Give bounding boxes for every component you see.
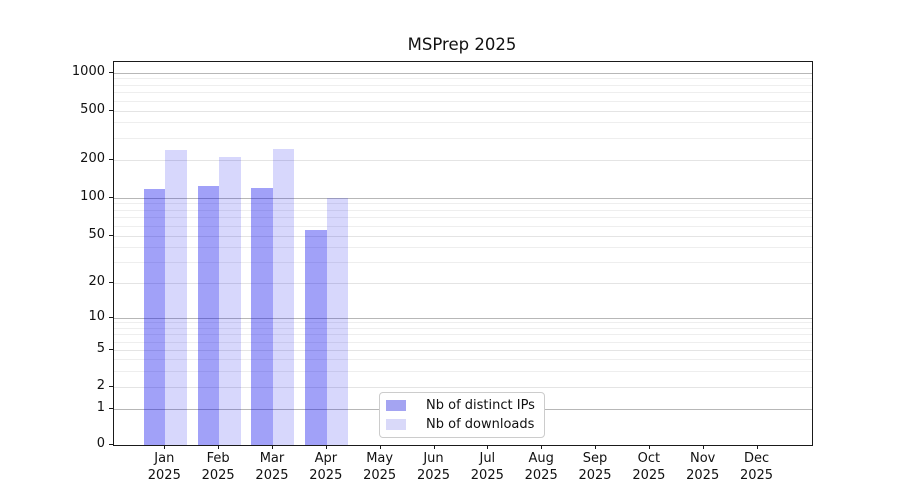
gridline-minor: [114, 334, 812, 336]
bar-downloads: [219, 157, 241, 445]
x-tick-label: Apr 2025: [309, 451, 343, 483]
y-tick-label: 20: [88, 274, 105, 289]
bar-distinct-ips: [305, 229, 327, 445]
gridline-minor: [114, 225, 812, 227]
y-tick-mark: [109, 349, 113, 351]
y-tick-label: 1000: [71, 63, 105, 79]
x-tick-label: Aug 2025: [524, 451, 558, 483]
gridline: [114, 283, 812, 284]
bar-distinct-ips: [197, 185, 220, 445]
y-tick-label: 1: [96, 400, 105, 415]
gridline-minor: [114, 217, 812, 219]
x-tick-mark: [325, 445, 327, 449]
x-tick-label: Jul 2025: [470, 451, 504, 483]
gridline-major: [114, 317, 812, 319]
y-tick-label: 100: [80, 188, 105, 204]
gridline-minor: [114, 359, 812, 361]
x-tick-label: Sep 2025: [578, 451, 612, 483]
legend-item-downloads: Nb of downloads: [380, 417, 544, 432]
gridline-minor: [114, 322, 812, 324]
gridline-minor: [114, 78, 812, 80]
x-tick-mark: [433, 445, 435, 449]
y-tick-mark: [109, 234, 113, 236]
gridline: [114, 159, 812, 161]
y-tick-mark: [109, 196, 113, 198]
y-tick-mark: [109, 386, 113, 387]
y-tick-mark: [109, 109, 113, 111]
gridline-minor: [114, 84, 812, 86]
legend-label-distinct-ips: Nb of distinct IPs: [426, 398, 535, 413]
chart-title: MSPrep 2025: [407, 35, 517, 54]
y-tick-mark: [109, 71, 113, 73]
x-tick-label: Feb 2025: [201, 451, 235, 483]
y-tick-mark: [109, 444, 113, 445]
gridline-minor: [114, 100, 812, 102]
x-tick-mark: [648, 445, 650, 449]
y-tick-mark: [109, 408, 113, 409]
gridline-minor: [114, 209, 812, 211]
gridline-minor: [114, 122, 812, 124]
x-tick-mark: [164, 445, 166, 449]
x-tick-mark: [487, 445, 489, 449]
x-tick-mark: [218, 445, 220, 449]
y-tick-mark: [109, 282, 113, 283]
gridline-minor: [114, 92, 812, 94]
gridline: [114, 387, 812, 388]
legend-swatch-distinct-ips: [386, 400, 406, 411]
bar-downloads: [165, 150, 187, 445]
x-tick-label: Jan 2025: [147, 451, 181, 483]
x-tick-mark: [379, 445, 381, 449]
y-tick-label: 5: [96, 341, 105, 357]
y-tick-label: 500: [80, 101, 105, 117]
legend: Nb of distinct IPs Nb of downloads: [379, 392, 545, 438]
bar-downloads: [272, 148, 295, 445]
x-tick-mark: [756, 445, 758, 449]
x-tick-label: Oct 2025: [632, 451, 666, 483]
gridline-minor: [114, 370, 812, 372]
legend-item-distinct-ips: Nb of distinct IPs: [380, 398, 544, 413]
x-tick-mark: [541, 445, 543, 449]
x-tick-mark: [595, 445, 597, 449]
gridline-major: [114, 72, 812, 74]
y-tick-label: 10: [88, 308, 105, 324]
y-tick-label: 200: [80, 150, 105, 166]
gridline-minor: [114, 203, 812, 205]
bar-distinct-ips: [143, 189, 166, 445]
gridline-minor: [114, 137, 812, 139]
x-tick-label: Nov 2025: [686, 451, 720, 483]
y-tick-label: 50: [88, 226, 105, 242]
x-tick-label: Jun 2025: [416, 451, 451, 483]
x-tick-label: Mar 2025: [255, 451, 289, 483]
y-tick-label: 0: [96, 436, 105, 451]
gridline-minor: [114, 341, 812, 343]
bar-distinct-ips: [251, 187, 273, 445]
x-tick-label: May 2025: [363, 451, 397, 483]
x-tick-mark: [271, 445, 273, 449]
x-tick-mark: [702, 445, 704, 449]
x-tick-label: Dec 2025: [739, 451, 774, 483]
legend-label-downloads: Nb of downloads: [426, 417, 535, 432]
y-tick-mark: [109, 158, 113, 160]
legend-swatch-downloads: [386, 419, 406, 430]
gridline-major: [114, 197, 812, 199]
gridline-minor: [114, 262, 812, 264]
y-tick-label: 2: [96, 378, 105, 393]
bar-downloads: [326, 197, 349, 445]
gridline-minor: [114, 247, 812, 249]
gridline: [114, 235, 812, 237]
y-tick-mark: [109, 316, 113, 318]
gridline-minor: [114, 328, 812, 330]
gridline: [114, 350, 812, 352]
plot-area: Nb of distinct IPs Nb of downloads: [113, 61, 813, 446]
gridline: [114, 110, 812, 112]
